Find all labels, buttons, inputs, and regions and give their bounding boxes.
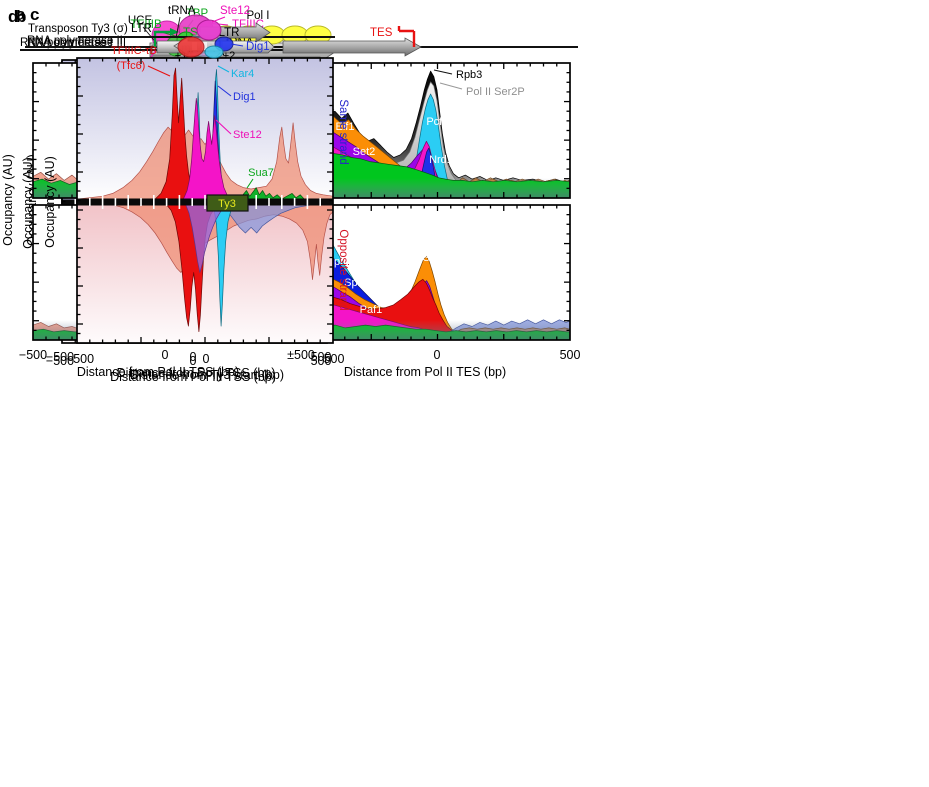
c-tss-x-axis-label: Distance from Pol II TSS (bp) — [77, 365, 239, 379]
d-opposite-strand-label: Opposite strand — [337, 229, 349, 310]
rpb3-tes-pointer — [433, 69, 453, 75]
tss-arrow — [153, 30, 170, 47]
d-x-axis-label: Distance from Ty3 start (bp) — [130, 368, 284, 382]
spt5-label-tes: Spt5 — [423, 252, 446, 264]
a-xtick-500: 500 — [311, 350, 332, 364]
trna-label: tRNA — [168, 5, 196, 17]
smd1-label: Smd1 — [345, 212, 374, 224]
d-same-strand-label: Same strand — [337, 99, 349, 164]
c-y-axis-label: Occupancy (AU) — [1, 154, 15, 246]
spn1-label-tes: Spn1 — [344, 277, 370, 289]
d-y-axis-label: Occupancy (AU) — [43, 156, 57, 248]
c-tss-xtick-neg500: −500 — [19, 348, 47, 362]
ser2p-pointer — [439, 82, 463, 90]
kar4-pointer — [217, 65, 230, 73]
panel-d-chart — [76, 57, 334, 344]
dig1-diagram-pointer — [230, 43, 244, 47]
kar4-blob — [204, 45, 224, 59]
tes-label: TES — [370, 27, 393, 39]
sua7-pointer — [246, 178, 254, 189]
spt16-label-tes: Spt16 — [332, 232, 361, 244]
ste12-pointer — [215, 119, 232, 135]
a-x-axis-label: Distance from Pol I TSS (bp) — [117, 366, 276, 380]
c-tes-xtick-0: 0 — [434, 348, 441, 362]
d-xtick-500: 500 — [324, 352, 345, 366]
ty3-box — [206, 194, 249, 212]
c-tes-top-chart — [304, 62, 571, 199]
panel-d-diagram: Transposon Ty3 (σ) LTR LTR — [28, 22, 335, 43]
panel-a-letter: a — [16, 5, 26, 24]
d-xtick-0: 0 — [203, 352, 210, 366]
b-y-axis-label: Occupancy (AU) — [21, 157, 35, 249]
mrna-gene-arrow-2 — [282, 37, 422, 57]
panel-d-diagram-blobs: tRNA Ste12 Dig1 — [168, 5, 270, 59]
b-xtick-0: 0 — [190, 354, 197, 368]
tfc6-pointer — [147, 65, 171, 77]
tfiiib-diagram-label: TFIIIB — [130, 19, 162, 31]
trna-pointer — [175, 16, 181, 39]
ste12-diagram-label: Ste12 — [220, 5, 250, 17]
set2-label-tes: Set2 — [353, 146, 376, 158]
c-tss-xtick-0: 0 — [162, 348, 169, 362]
elf1-label-tes: Elf1 — [336, 121, 355, 133]
panel-d-chart-labels: Ty3 TFIIIC-τB (Tfc6) Kar4 Dig1 Ste12 Sua… — [111, 45, 274, 212]
pol1-diagram-label: Pol I — [246, 10, 269, 22]
a-xtick-neg500: −500 — [46, 350, 74, 364]
pcf11-label: Pcf11 — [426, 116, 453, 128]
dig1-diagram-label: Dig1 — [246, 41, 270, 53]
b-xtick-500: 500 — [311, 354, 332, 368]
tfiiic-tb-blob — [177, 36, 205, 58]
c-shared-xtick-500: ±500 — [287, 348, 315, 362]
uce-label: UCE — [128, 15, 153, 27]
kar4-series-label: Kar4 — [231, 68, 254, 80]
ste12-series-label: Ste12 — [233, 129, 262, 141]
tes-terminator-symbol — [397, 26, 416, 47]
a-xtick-0: 0 — [190, 350, 197, 364]
tss-arrow-head — [170, 28, 179, 36]
b-x-axis-label: Distance from Pol III TSS (bp) — [110, 370, 276, 384]
track-label: Transposon Ty3 (σ) LTR — [28, 23, 152, 35]
c-tes-x-axis-label: Distance from Pol II TES (bp) — [344, 365, 506, 379]
tfc6-series-label: TFIIIC-τB — [111, 45, 157, 57]
c-tes-xtick-500: 500 — [560, 348, 581, 362]
tfc6-series-label2: (Tfc6) — [117, 60, 146, 72]
dig1-series-label: Dig1 — [233, 91, 256, 103]
nrd1-label: Nrd1 — [429, 154, 453, 166]
panel-c-letter: c — [30, 5, 39, 24]
d-xtick-neg500: −500 — [66, 352, 94, 366]
rpb3-label-tes: Rpb3 — [456, 69, 482, 81]
trna-boxB — [202, 42, 207, 50]
dig1-pointer — [217, 85, 232, 97]
b-xtick-neg500: −500 — [46, 354, 74, 368]
ltr-label: LTR — [219, 27, 240, 39]
panel-d-letter: d — [8, 7, 18, 26]
ser2p-label: Pol II Ser2P — [466, 86, 525, 98]
ste12-blob — [196, 19, 222, 41]
panel-b-letter: b — [16, 7, 26, 26]
c-tes-bottom-chart — [304, 204, 571, 341]
sua7-series-label: Sua7 — [248, 167, 274, 179]
ty3-label: Ty3 — [218, 198, 236, 210]
paf1-label-tes: Paf1 — [360, 304, 383, 316]
panel-d: d Transposon Ty3 (σ) LTR LTR tRNA Ste12 … — [8, 5, 349, 382]
ste12-diagram-pointer — [211, 16, 226, 23]
